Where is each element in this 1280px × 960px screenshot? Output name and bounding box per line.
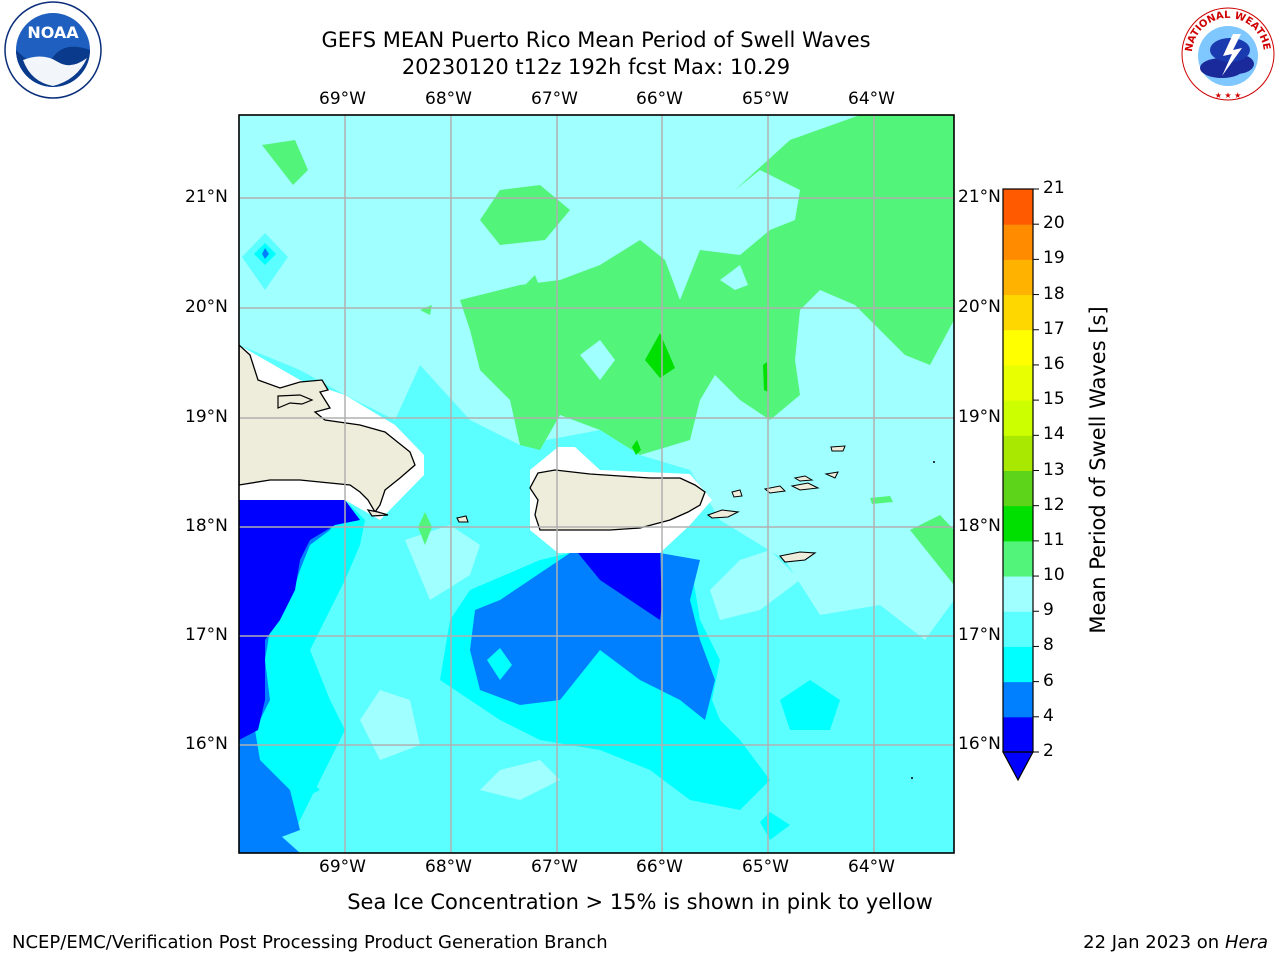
contour-10-11 (645, 333, 675, 378)
top-lon-tick: 69°W (319, 89, 366, 109)
colorbar-tick-label: 18 (1043, 283, 1065, 304)
colorbar-segment (1003, 364, 1033, 401)
contour-9-10 (460, 115, 954, 455)
bottom-lon-tick: 69°W (319, 857, 366, 877)
left-lat-tick: 20°N (185, 297, 228, 317)
colorbar-segment (1003, 224, 1033, 260)
colorbar-tick-label: 12 (1043, 494, 1065, 515)
colorbar-tick-label: 17 (1043, 318, 1065, 339)
bottom-lon-tick: 64°W (848, 857, 895, 877)
top-lon-tick: 68°W (425, 89, 472, 109)
colorbar-tick-label: 9 (1043, 600, 1054, 621)
left-lat-tick: 17°N (185, 625, 228, 645)
colorbar-segment (1003, 681, 1033, 718)
bottom-lon-tick: 65°W (742, 857, 789, 877)
colorbar-segment (1003, 611, 1033, 647)
top-lon-tick: 64°W (848, 89, 895, 109)
map-frame (238, 114, 955, 854)
colorbar-segment (1003, 294, 1033, 331)
colorbar-tick-label: 16 (1043, 353, 1065, 374)
colorbar-tick-label: 4 (1043, 705, 1054, 726)
top-lon-tick: 67°W (531, 89, 578, 109)
colorbar-tick-label: 20 (1043, 213, 1065, 234)
noaa-logo: NOAA (4, 1, 102, 99)
top-lon-tick: 66°W (636, 89, 683, 109)
right-lat-tick: 18°N (958, 516, 1001, 536)
left-lat-tick: 16°N (185, 734, 228, 754)
right-lat-tick: 19°N (958, 407, 1001, 427)
colorbar-tick-label: 10 (1043, 565, 1065, 586)
land-hispaniola (239, 344, 416, 514)
colorbar-tick-label: 13 (1043, 459, 1065, 480)
colorbar-segment (1003, 259, 1033, 296)
colorbar-tick-label: 19 (1043, 248, 1065, 269)
footer-machine: Hera (1224, 932, 1268, 953)
colorbar-segment (1003, 189, 1033, 225)
colorbar-tick-label: 11 (1043, 529, 1065, 550)
colorbar-label: Mean Period of Swell Waves [s] (1086, 306, 1110, 634)
top-lon-tick: 65°W (742, 89, 789, 109)
bottom-lon-tick: 67°W (531, 857, 578, 877)
colorbar-segment (1003, 505, 1033, 542)
right-lat-tick: 16°N (958, 734, 1001, 754)
sea-ice-caption-text: Sea Ice Concentration > 15% is shown in … (347, 890, 933, 914)
colorbar-segment (1003, 716, 1033, 753)
colorbar (1001, 188, 1039, 782)
colorbar-extend-triangle (1001, 751, 1035, 782)
colorbar-tick-label: 6 (1043, 670, 1054, 691)
footer-date: 22 Jan 2023 on Hera (1083, 932, 1268, 953)
bottom-lon-tick: 66°W (636, 857, 683, 877)
map-gridlines (239, 115, 954, 853)
left-lat-tick: 19°N (185, 407, 228, 427)
footer-date-text: 22 Jan 2023 on (1083, 932, 1225, 953)
right-lat-tick: 20°N (958, 297, 1001, 317)
colorbar-segment (1003, 646, 1033, 683)
colorbar-segment (1003, 400, 1033, 436)
colorbar-tick-label: 21 (1043, 178, 1065, 198)
island-st-croix (778, 551, 817, 563)
colorbar-segment (1003, 470, 1033, 507)
chart-subtitle: 20230120 t12z 192h fcst Max: 10.29 (401, 55, 791, 79)
left-lat-tick: 21°N (185, 187, 228, 207)
contour-fill (239, 115, 954, 853)
sea-ice-caption: Sea Ice Concentration > 15% is shown in … (0, 890, 1280, 914)
bottom-lon-tick: 68°W (425, 857, 472, 877)
colorbar-segment (1003, 435, 1033, 471)
right-lat-tick: 17°N (958, 625, 1001, 645)
colorbar-tick-label: 8 (1043, 635, 1054, 656)
colorbar-segment (1003, 329, 1033, 366)
contour-lt-2 (239, 500, 360, 740)
colorbar-segment (1003, 540, 1033, 577)
island-mona (456, 515, 469, 523)
colorbar-segment (1003, 576, 1033, 612)
right-lat-tick: 21°N (958, 187, 1001, 207)
colorbar-tick-label: 15 (1043, 389, 1065, 410)
svg-text:★ ★ ★: ★ ★ ★ (1215, 91, 1242, 100)
footer-credit: NCEP/EMC/Verification Post Processing Pr… (12, 932, 608, 953)
colorbar-tick-label: 2 (1043, 741, 1054, 761)
chart-title: GEFS MEAN Puerto Rico Mean Period of Swe… (321, 28, 871, 52)
nws-logo: NATIONAL WEATHER SERVICE ★ ★ ★ (1178, 4, 1275, 101)
colorbar-tick-label: 14 (1043, 424, 1065, 445)
noaa-logo-text: NOAA (27, 23, 79, 42)
left-lat-tick: 18°N (185, 516, 228, 536)
